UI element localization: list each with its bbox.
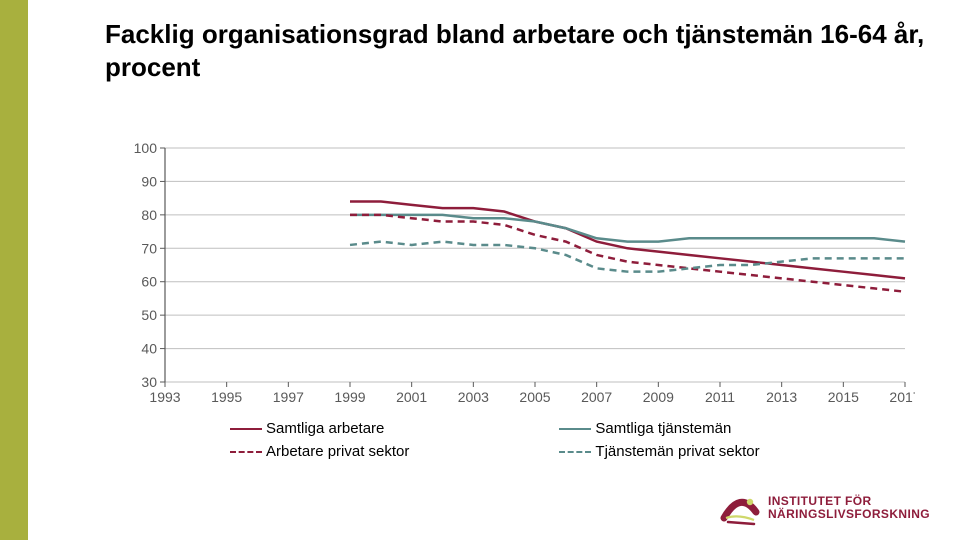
legend-swatch — [230, 451, 262, 453]
y-tick-label: 100 — [134, 140, 158, 156]
x-tick-label: 2003 — [458, 389, 489, 405]
chart-legend: Samtliga arbetare Samtliga tjänstemän Arbe… — [230, 420, 760, 460]
y-tick-label: 60 — [141, 274, 157, 290]
series-arbetare_privat — [350, 215, 905, 292]
x-tick-label: 1997 — [273, 389, 304, 405]
x-tick-label: 2015 — [828, 389, 859, 405]
x-tick-label: 1999 — [334, 389, 365, 405]
series-samtliga_arbetare — [350, 201, 905, 278]
x-tick-label: 2005 — [519, 389, 550, 405]
x-tick-label: 2011 — [705, 389, 735, 405]
x-tick-label: 2001 — [396, 389, 427, 405]
x-tick-label: 2013 — [766, 389, 797, 405]
series-tjansteman_privat — [350, 242, 905, 272]
legend-label: Samtliga tjänstemän — [595, 420, 731, 437]
legend-item-arbetare_privat: Arbetare privat sektor — [230, 443, 409, 460]
legend-label: Tjänstemän privat sektor — [595, 443, 759, 460]
x-tick-label: 2007 — [581, 389, 612, 405]
logo-text: INSTITUTET FÖR NÄRINGSLIVSFORSKNING — [768, 495, 930, 521]
x-tick-label: 2009 — [643, 389, 674, 405]
logo-icon — [720, 488, 760, 528]
legend-item-samtliga_tjansteman: Samtliga tjänstemän — [559, 420, 759, 437]
logo: INSTITUTET FÖR NÄRINGSLIVSFORSKNING — [720, 488, 930, 528]
y-tick-label: 80 — [141, 207, 157, 223]
y-tick-label: 50 — [141, 307, 157, 323]
legend-swatch — [230, 428, 262, 430]
line-chart: 30 40 50 60 70 80 90 100 1993 1995 1997 1999 2001 200… — [115, 140, 915, 410]
x-tick-label: 1993 — [149, 389, 180, 405]
logo-line2: NÄRINGSLIVSFORSKNING — [768, 508, 930, 521]
page-title: Facklig organisationsgrad bland arbetare… — [105, 18, 930, 83]
legend-swatch — [559, 428, 591, 430]
y-tick-label: 40 — [141, 341, 157, 357]
legend-label: Samtliga arbetare — [266, 420, 384, 437]
legend-item-tjansteman_privat: Tjänstemän privat sektor — [559, 443, 759, 460]
sidebar-accent — [0, 0, 28, 540]
series-samtliga_tjansteman — [350, 215, 905, 242]
x-tick-label: 1995 — [211, 389, 242, 405]
y-tick-label: 90 — [141, 173, 157, 189]
legend-label: Arbetare privat sektor — [266, 443, 409, 460]
legend-item-samtliga_arbetare: Samtliga arbetare — [230, 420, 409, 437]
y-tick-label: 30 — [141, 374, 157, 390]
x-tick-label: 2017 — [889, 389, 915, 405]
legend-swatch — [559, 451, 591, 453]
y-tick-label: 70 — [141, 240, 157, 256]
